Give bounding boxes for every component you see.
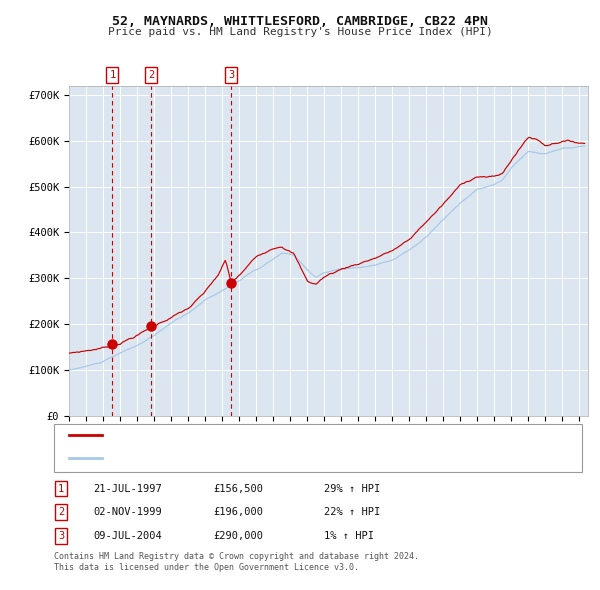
Text: Contains HM Land Registry data © Crown copyright and database right 2024.: Contains HM Land Registry data © Crown c… [54, 552, 419, 560]
Text: Price paid vs. HM Land Registry's House Price Index (HPI): Price paid vs. HM Land Registry's House … [107, 27, 493, 37]
Text: £290,000: £290,000 [213, 531, 263, 540]
Text: 1% ↑ HPI: 1% ↑ HPI [324, 531, 374, 540]
Text: This data is licensed under the Open Government Licence v3.0.: This data is licensed under the Open Gov… [54, 563, 359, 572]
Text: 2: 2 [148, 70, 154, 80]
Text: 2: 2 [58, 507, 64, 517]
Text: 29% ↑ HPI: 29% ↑ HPI [324, 484, 380, 493]
Text: 1: 1 [58, 484, 64, 493]
Text: HPI: Average price, detached house, South Cambridgeshire: HPI: Average price, detached house, Sout… [107, 454, 436, 463]
Text: 02-NOV-1999: 02-NOV-1999 [93, 507, 162, 517]
Text: 09-JUL-2004: 09-JUL-2004 [93, 531, 162, 540]
Text: 52, MAYNARDS, WHITTLESFORD, CAMBRIDGE, CB22 4PN: 52, MAYNARDS, WHITTLESFORD, CAMBRIDGE, C… [112, 15, 488, 28]
Text: 3: 3 [228, 70, 234, 80]
Text: 52, MAYNARDS, WHITTLESFORD, CAMBRIDGE, CB22 4PN (detached house): 52, MAYNARDS, WHITTLESFORD, CAMBRIDGE, C… [107, 430, 483, 440]
Text: 1: 1 [109, 70, 116, 80]
Text: £156,500: £156,500 [213, 484, 263, 493]
Text: £196,000: £196,000 [213, 507, 263, 517]
Text: 22% ↑ HPI: 22% ↑ HPI [324, 507, 380, 517]
Text: 21-JUL-1997: 21-JUL-1997 [93, 484, 162, 493]
Text: 3: 3 [58, 531, 64, 540]
